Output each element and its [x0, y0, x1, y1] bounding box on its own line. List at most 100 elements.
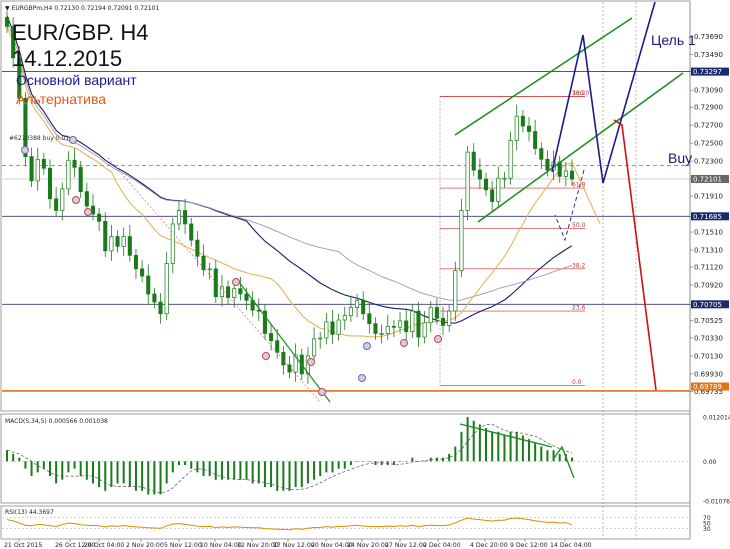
- candle-bull: [324, 321, 329, 339]
- candle-bull: [66, 159, 71, 190]
- macd-bar: [528, 439, 531, 462]
- candle-bull: [410, 310, 415, 333]
- x-tick-label: 27 Nov 12:00: [385, 542, 427, 549]
- x-tick-label: 2 Nov 20:00: [126, 542, 164, 549]
- macd-bar: [184, 461, 187, 465]
- macd-bar: [190, 461, 193, 469]
- price-tag-box: [691, 300, 729, 309]
- macd-bar: [435, 457, 438, 462]
- legend-main: Основной вариант: [16, 72, 137, 88]
- rsi-label: RSI(13) 44.3697: [5, 509, 54, 516]
- macd-bar: [214, 461, 217, 480]
- y-tick-label: 0.72500: [694, 140, 723, 148]
- candle-bear: [115, 236, 120, 247]
- macd-bar: [110, 461, 113, 488]
- candle-bear: [152, 293, 157, 303]
- y-tick-label: 0.72300: [694, 158, 723, 166]
- y-tick-label: 0.73490: [694, 51, 723, 59]
- fib-level-label: 38.2: [572, 90, 586, 97]
- macd-bar: [399, 461, 402, 462]
- pattern-marker: [400, 339, 408, 347]
- candle-bull: [312, 338, 317, 357]
- macd-bar: [104, 461, 107, 491]
- price-tag-label: 0.69789: [693, 383, 722, 391]
- candle-bear: [287, 364, 292, 373]
- macd-bar: [405, 461, 408, 462]
- x-tick-label: 10 Nov 04:00: [200, 542, 242, 549]
- macd-bar: [128, 461, 131, 488]
- macd-bar: [460, 431, 463, 462]
- macd-bar: [478, 424, 481, 462]
- legend-alternative: Альтернатива: [16, 91, 106, 107]
- macd-bar: [73, 461, 76, 469]
- macd-bar: [98, 461, 101, 488]
- macd-bar: [325, 461, 328, 473]
- macd-bar: [491, 431, 494, 462]
- macd-bar: [411, 457, 414, 462]
- moving-average-grey: [6, 20, 573, 302]
- candle-bear: [477, 169, 482, 180]
- price-tag-box: [691, 212, 729, 221]
- pattern-marker: [363, 342, 371, 350]
- y-tick-label: 0.69735: [694, 388, 723, 396]
- candle-bull: [109, 236, 114, 252]
- macd-bar: [423, 461, 426, 462]
- macd-bar: [466, 417, 469, 462]
- macd-bar: [263, 461, 266, 488]
- macd-bar: [509, 431, 512, 462]
- pattern-marker: [84, 208, 92, 216]
- pattern-marker: [307, 358, 315, 366]
- fib-level-label: 100.0: [572, 90, 589, 97]
- candle-bull: [465, 151, 470, 211]
- macd-bar: [552, 450, 555, 462]
- candle-bear: [490, 189, 495, 202]
- candle-bear: [140, 268, 145, 277]
- candle-bear: [441, 317, 446, 326]
- macd-forecast-path: [553, 445, 575, 479]
- main-scenario-path: [551, 1, 656, 184]
- candle-bull: [348, 307, 353, 316]
- candle-bear: [41, 158, 46, 169]
- y-tick-label: 0.71120: [694, 264, 723, 272]
- candle-bear: [72, 159, 77, 168]
- macd-bar: [202, 461, 205, 477]
- candle-bull: [219, 286, 224, 298]
- candle-bull: [502, 177, 507, 180]
- macd-bar: [571, 457, 573, 462]
- macd-bar: [319, 461, 322, 477]
- moving-average-slow: [6, 15, 573, 324]
- candle-bear: [539, 148, 544, 160]
- candle-bull: [398, 320, 403, 328]
- macd-bar: [448, 453, 451, 462]
- macd-bar: [546, 450, 549, 462]
- macd-bar: [91, 461, 94, 484]
- y-tick-label: 0.71510: [694, 229, 723, 237]
- macd-indicator: 0.012014 0.00 -0.0107652: [2, 415, 730, 506]
- macd-bar: [159, 461, 162, 495]
- y-tick-label: 0.70920: [694, 282, 723, 290]
- candle-bear: [97, 213, 102, 222]
- x-tick-label: 17 Nov 12:00: [273, 542, 315, 549]
- macd-bar: [245, 461, 248, 480]
- price-tags: 0.73297 0.72101 0.71685 0.70705 0.69789: [691, 67, 729, 391]
- candle-bear: [391, 325, 396, 328]
- candle-bull: [170, 223, 175, 264]
- x-tick-label: 24 Nov 20:00: [347, 542, 389, 549]
- candle-bear: [103, 220, 108, 252]
- candle-bull: [336, 319, 341, 335]
- candle-bear: [244, 293, 249, 301]
- candle-bear: [54, 198, 59, 211]
- macd-label: MACD(5,34,5) 0.000566 0.001038: [5, 418, 108, 425]
- candle-bull: [496, 177, 501, 202]
- x-tick-label: 14 Dec 04:00: [550, 542, 592, 549]
- price-tag-box: [691, 174, 729, 183]
- target-label: Цель 1: [651, 32, 696, 48]
- macd-bar: [61, 461, 64, 480]
- window-title: ▼ EURGBPm,H4 0.72130 0.72194 0.72091 0.7…: [5, 5, 159, 12]
- macd-bar: [171, 461, 174, 473]
- candle-bear: [416, 310, 421, 338]
- candle-bull: [422, 322, 427, 338]
- macd-bar: [331, 461, 334, 473]
- candle-bear: [367, 313, 372, 324]
- candle-bear: [404, 320, 409, 333]
